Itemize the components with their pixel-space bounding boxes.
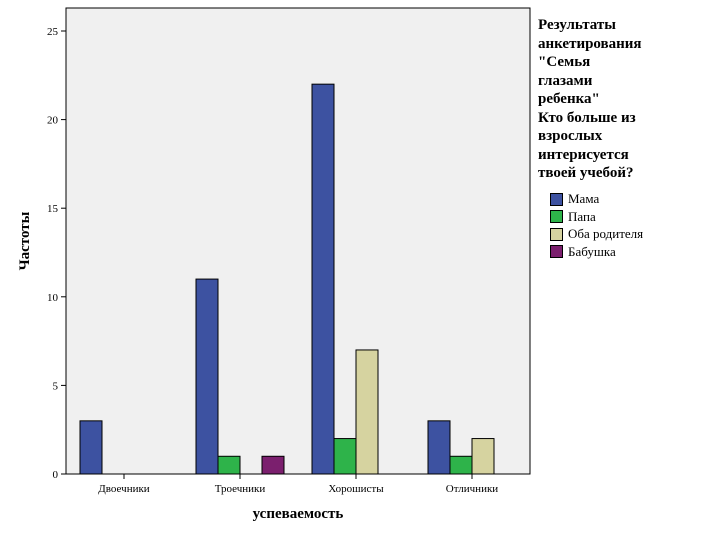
legend-label: Бабушка: [568, 243, 616, 259]
legend-item: Оба родителя: [538, 226, 708, 244]
y-tick-label: 10: [47, 292, 59, 304]
bar-Папа-Отличники: [449, 455, 473, 475]
bar-Папа-Троечники: [217, 455, 241, 475]
legend-swatch: [550, 227, 563, 241]
x-tick-label: Троечники: [215, 483, 266, 495]
bars-group: [79, 83, 495, 475]
legend-item: Папа: [538, 208, 708, 226]
legend-label: Оба родителя: [568, 226, 644, 242]
bar-Оба родителя-Отличники: [471, 438, 495, 475]
legend-label: Мама: [568, 191, 600, 207]
x-tick-label: Двоечники: [98, 483, 150, 495]
legend-item: Бабушка: [538, 243, 708, 261]
plot-area: [65, 7, 531, 475]
bar-Мама-Хорошисты: [311, 83, 335, 475]
bar-Папа-Хорошисты: [333, 438, 357, 475]
y-axis: 0 5 10 15 20 25: [47, 26, 66, 481]
x-axis-title: успеваемость: [253, 506, 344, 522]
y-tick-label: 25: [47, 26, 59, 38]
legend-items: Мама Папа Оба родителя Бабушка: [538, 191, 708, 261]
y-tick-label: 5: [53, 380, 59, 392]
bar-Мама-Троечники: [195, 278, 219, 475]
y-tick-label: 20: [47, 115, 59, 127]
legend-swatch: [550, 245, 563, 259]
bar-Мама-Отличники: [427, 420, 451, 475]
x-tick-label: Отличники: [446, 483, 499, 495]
bar-Бабушка-Троечники: [261, 455, 285, 475]
bar-Оба родителя-Хорошисты: [355, 349, 379, 475]
legend-item: Мама: [538, 191, 708, 209]
y-tick-label: 15: [47, 203, 59, 215]
x-tick-label: Хорошисты: [328, 483, 384, 495]
legend-label: Папа: [568, 208, 596, 224]
legend-swatch: [550, 192, 563, 206]
legend: Результаты анкетирования "Семья глазами …: [538, 16, 708, 261]
legend-swatch: [550, 210, 563, 224]
y-axis-title: Частоты: [17, 211, 33, 270]
x-axis: Двоечники Троечники Хорошисты Отличники: [98, 474, 498, 495]
legend-title: Результаты анкетирования "Семья глазами …: [538, 17, 642, 181]
bar-Мама-Двоечники: [79, 420, 103, 475]
y-tick-label: 0: [53, 469, 59, 481]
